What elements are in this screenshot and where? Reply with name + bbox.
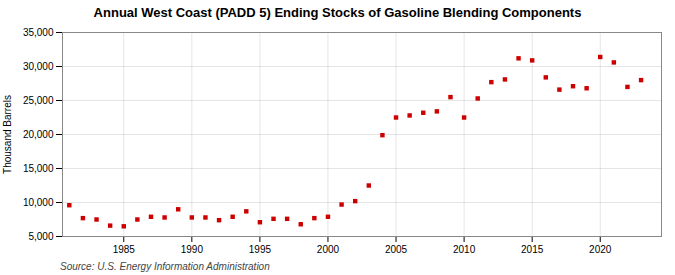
svg-text:2010: 2010 [453, 244, 476, 255]
html-text:Source: U.S. Energy Informatio: Source: U.S. Energy Information Administ… [60, 261, 270, 272]
svg-text:5,000: 5,000 [28, 231, 53, 242]
svg-text:2015: 2015 [521, 244, 544, 255]
html-text:Annual West Coast (PADD 5) End: Annual West Coast (PADD 5) Ending Stocks… [93, 5, 582, 20]
svg-text:15,000: 15,000 [23, 163, 54, 174]
svg-text:2000: 2000 [317, 244, 340, 255]
svg-text:2020: 2020 [589, 244, 612, 255]
svg-text:2005: 2005 [385, 244, 408, 255]
svg-text:30,000: 30,000 [23, 61, 54, 72]
svg-text:Thousand Barrels: Thousand Barrels [2, 95, 13, 174]
svg-text:35,000: 35,000 [23, 27, 54, 38]
svg-text:1985: 1985 [113, 244, 136, 255]
svg-text:10,000: 10,000 [23, 197, 54, 208]
svg-text:1990: 1990 [181, 244, 204, 255]
svg-text:1995: 1995 [249, 244, 272, 255]
svg-text:25,000: 25,000 [23, 95, 54, 106]
svg-text:20,000: 20,000 [23, 129, 54, 140]
